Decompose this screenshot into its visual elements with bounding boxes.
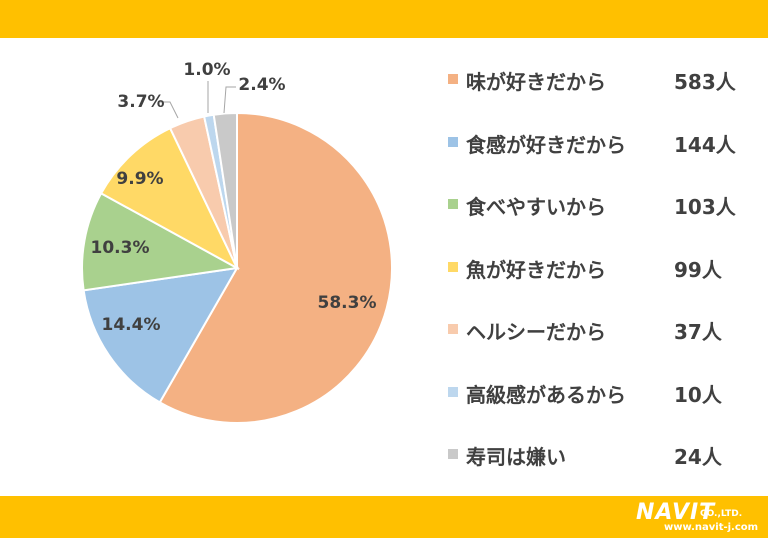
legend-count: 103人 xyxy=(674,195,736,219)
bottom-band xyxy=(0,496,768,538)
pie-slice-2 xyxy=(82,266,239,404)
percent-label-6: 1.0% xyxy=(183,60,230,80)
legend-swatch xyxy=(448,199,458,209)
legend-label: 魚が好きだから xyxy=(466,257,606,282)
legend-count: 144人 xyxy=(674,132,736,157)
percent-label-1: 58.3% xyxy=(318,293,377,313)
legend-count: 24人 xyxy=(674,445,722,469)
legend-item-7: 寿司は嫌い 24人 xyxy=(448,439,758,469)
percent-label-2: 14.4% xyxy=(102,315,161,335)
legend-swatch xyxy=(448,449,458,459)
legend-count: 99人 xyxy=(674,257,722,282)
leader-line-5 xyxy=(160,101,179,119)
legend-item-3: 食べやすいから 103人 xyxy=(448,189,758,219)
legend-item-6: 高級感があるから 10人 xyxy=(448,377,758,407)
percent-label-3: 10.3% xyxy=(91,238,150,258)
legend-item-5: ヘルシーだから 37人 xyxy=(448,314,758,344)
legend-item-2: 食感が好きだから 144人 xyxy=(448,127,758,157)
logo-url: www.navit-j.com xyxy=(664,522,759,533)
percent-labels: 58.3% 14.4% 10.3% 9.9% 3.7% 1.0% 2.4% xyxy=(91,60,377,335)
legend-swatch xyxy=(448,261,458,272)
legend-label: ヘルシーだから xyxy=(466,320,606,344)
legend-swatch xyxy=(448,324,458,334)
top-band xyxy=(0,0,768,38)
legend-count: 583人 xyxy=(674,70,736,94)
percent-label-7: 2.4% xyxy=(238,75,285,95)
navit-logo: NAVIT CO.,LTD. www.navit-j.com xyxy=(634,500,762,534)
legend-label: 味が好きだから xyxy=(466,70,606,94)
leader-lines xyxy=(160,81,236,119)
pie-slices xyxy=(81,111,393,424)
legend-swatch xyxy=(448,136,458,147)
leader-line-7 xyxy=(223,86,236,114)
legend-count: 10人 xyxy=(674,382,722,407)
percent-label-5: 3.7% xyxy=(117,92,164,112)
legend-label: 寿司は嫌い xyxy=(466,445,566,469)
legend-label: 食感が好きだから xyxy=(466,132,626,157)
legend-item-4: 魚が好きだから 99人 xyxy=(448,252,758,282)
logo-suffix: CO.,LTD. xyxy=(700,509,743,519)
pie-slice-1 xyxy=(158,111,393,424)
pie-slice-4 xyxy=(99,126,240,271)
pie-slice-7 xyxy=(212,111,238,269)
pie-chart: 58.3% 14.4% 10.3% 9.9% 3.7% 1.0% 2.4% xyxy=(81,60,393,424)
legend-swatch xyxy=(448,386,458,397)
pie-slice-3 xyxy=(81,191,241,292)
logo-name: NAVIT xyxy=(636,500,716,525)
percent-label-4: 9.9% xyxy=(116,169,163,189)
legend-label: 高級感があるから xyxy=(466,382,626,407)
legend-count: 37人 xyxy=(674,320,722,344)
legend-item-1: 味が好きだから 583人 xyxy=(448,64,758,94)
legend-swatch xyxy=(448,74,458,84)
legend-label: 食べやすいから xyxy=(466,195,606,219)
